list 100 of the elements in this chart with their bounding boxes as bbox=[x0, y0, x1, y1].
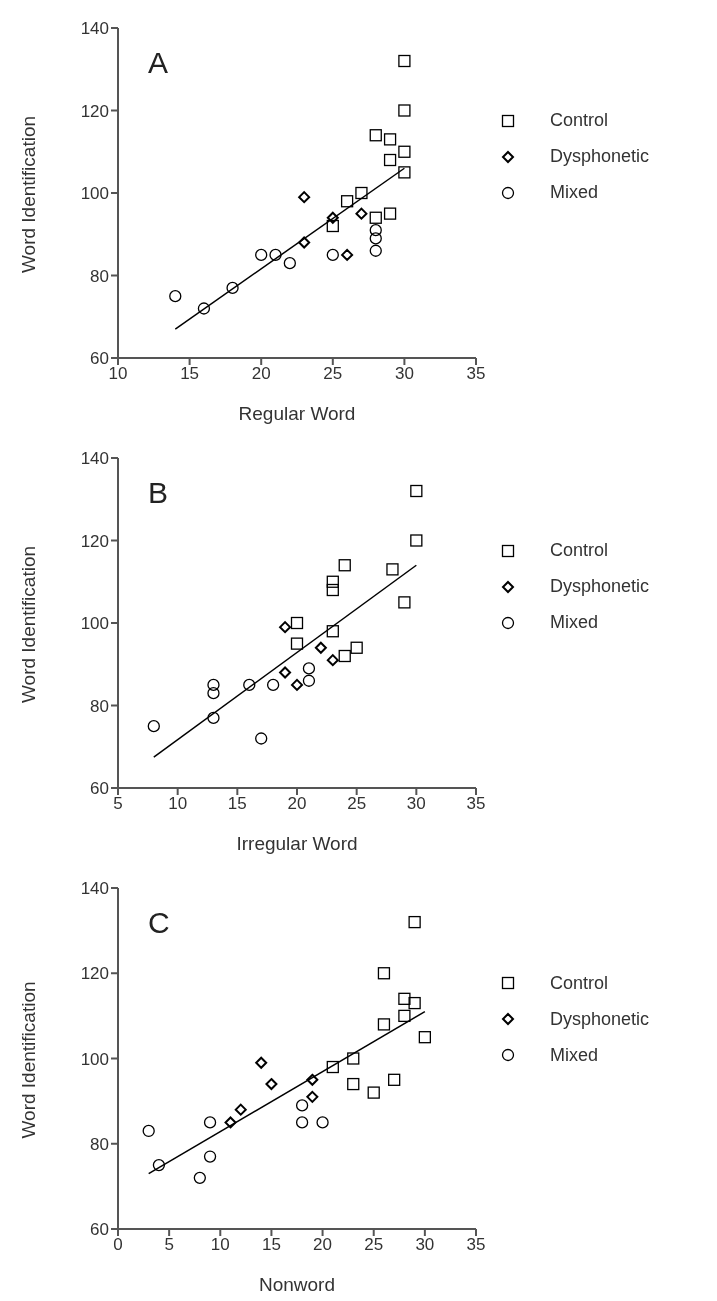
x-tick-label: 15 bbox=[261, 1235, 281, 1255]
x-tick-label: 25 bbox=[364, 1235, 384, 1255]
point bbox=[398, 596, 411, 609]
point bbox=[203, 1116, 217, 1129]
legend-label: Mixed bbox=[550, 612, 599, 634]
point bbox=[408, 915, 421, 929]
point bbox=[147, 719, 160, 733]
point bbox=[338, 649, 351, 663]
point bbox=[295, 1116, 309, 1129]
x-tick-label: 30 bbox=[406, 794, 426, 814]
point bbox=[255, 1056, 268, 1069]
point bbox=[398, 992, 411, 1005]
x-tick-label: 20 bbox=[313, 1235, 333, 1255]
point bbox=[207, 711, 220, 725]
legend-label: Control bbox=[550, 540, 609, 562]
point bbox=[298, 191, 311, 204]
text: B bbox=[148, 476, 169, 510]
point bbox=[326, 575, 339, 588]
legend-label: Mixed bbox=[550, 182, 599, 204]
point bbox=[316, 1116, 329, 1129]
point bbox=[338, 559, 351, 572]
x-tick-label: 25 bbox=[347, 794, 367, 814]
x-tick-label: 10 bbox=[108, 364, 128, 384]
point bbox=[142, 1124, 155, 1138]
point bbox=[377, 1018, 391, 1031]
point bbox=[295, 1099, 309, 1112]
y-tick-label: 120 bbox=[80, 531, 109, 551]
y-axis-title: Word Identification bbox=[17, 115, 39, 273]
point bbox=[266, 678, 280, 692]
legend-label: Dysphonetic bbox=[550, 146, 650, 168]
y-tick-label: 100 bbox=[80, 184, 109, 204]
point bbox=[326, 625, 339, 638]
point bbox=[398, 104, 411, 117]
y-tick-label: 60 bbox=[90, 1220, 109, 1240]
point bbox=[367, 1086, 380, 1099]
point bbox=[152, 1158, 166, 1172]
point bbox=[306, 1073, 319, 1086]
text: C bbox=[148, 906, 170, 940]
point bbox=[398, 1009, 411, 1023]
y-tick-label: 100 bbox=[80, 614, 109, 634]
x-tick-label: 10 bbox=[210, 1235, 230, 1255]
y-tick-label: 80 bbox=[90, 266, 109, 286]
point bbox=[418, 1031, 432, 1044]
point bbox=[283, 256, 296, 270]
x-tick-label: 15 bbox=[180, 364, 200, 384]
x-tick-label: 20 bbox=[287, 794, 307, 814]
point bbox=[279, 666, 292, 679]
x-axis-title: Nonword bbox=[258, 1274, 336, 1295]
point bbox=[398, 145, 411, 158]
point bbox=[265, 1078, 278, 1091]
x-tick-label: 5 bbox=[164, 1235, 174, 1255]
y-axis-title: Word Identification bbox=[17, 545, 39, 703]
legend-label: Control bbox=[550, 972, 609, 994]
point bbox=[398, 54, 411, 68]
point bbox=[306, 1090, 319, 1103]
point bbox=[369, 232, 382, 245]
text: A bbox=[148, 46, 169, 80]
point bbox=[298, 236, 311, 249]
x-tick-label: 15 bbox=[227, 794, 247, 814]
point bbox=[410, 534, 423, 547]
y-tick-label: 140 bbox=[80, 449, 109, 469]
y-tick-label: 100 bbox=[80, 1049, 109, 1069]
point bbox=[255, 248, 268, 262]
point bbox=[369, 244, 382, 257]
point bbox=[341, 248, 354, 261]
point bbox=[383, 207, 397, 220]
point bbox=[326, 654, 339, 667]
point bbox=[326, 583, 339, 597]
point bbox=[207, 678, 220, 692]
point bbox=[197, 302, 211, 315]
y-tick-label: 80 bbox=[90, 1134, 109, 1154]
x-tick-label: 10 bbox=[168, 794, 188, 814]
y-tick-label: 120 bbox=[80, 101, 109, 121]
point bbox=[326, 211, 339, 224]
y-tick-label: 80 bbox=[90, 696, 109, 716]
point bbox=[355, 207, 368, 220]
point bbox=[314, 641, 327, 654]
point bbox=[226, 281, 239, 295]
point bbox=[291, 678, 303, 691]
point bbox=[347, 1052, 360, 1065]
point bbox=[369, 211, 382, 224]
x-tick-label: 5 bbox=[113, 794, 123, 814]
legend-label: Dysphonetic bbox=[550, 576, 650, 598]
x-tick-label: 30 bbox=[394, 364, 414, 384]
point bbox=[408, 996, 421, 1010]
point bbox=[377, 967, 391, 980]
legend-label: Control bbox=[550, 110, 609, 132]
point bbox=[369, 129, 382, 142]
point bbox=[326, 1060, 339, 1074]
x-tick-label: 0 bbox=[113, 1235, 123, 1255]
x-tick-label: 20 bbox=[251, 364, 271, 384]
x-tick-label: 35 bbox=[466, 364, 486, 384]
point bbox=[388, 1073, 401, 1086]
point bbox=[326, 248, 339, 262]
point bbox=[290, 616, 304, 630]
x-axis-title: Irregular Word bbox=[236, 833, 358, 854]
point bbox=[386, 563, 399, 576]
point bbox=[255, 732, 268, 745]
x-axis-title: Regular Word bbox=[238, 403, 356, 424]
point bbox=[207, 686, 220, 700]
